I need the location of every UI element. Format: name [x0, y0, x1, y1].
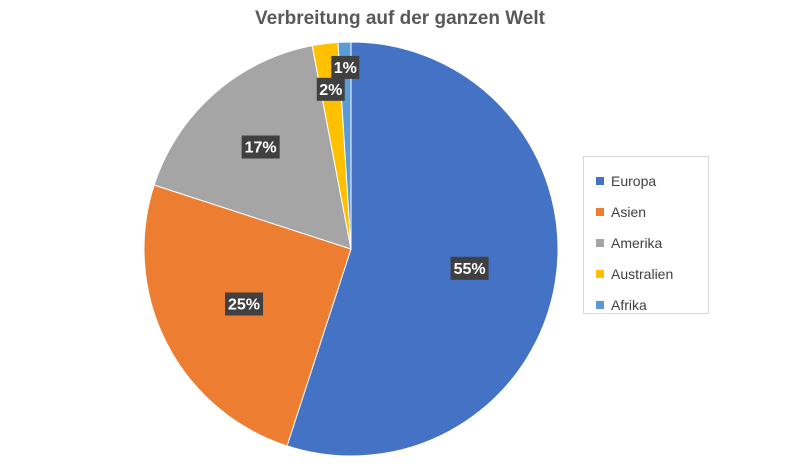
legend-label-afrika: Afrika: [611, 296, 647, 313]
legend-swatch-europa: [596, 176, 604, 185]
pie-slices: [143, 41, 559, 457]
legend-swatch-amerika: [596, 238, 604, 247]
data-label-box: [331, 55, 360, 79]
legend-label-europa: Europa: [611, 172, 657, 189]
legend: Europa Asien Amerika Australien Afrika: [583, 156, 709, 314]
legend-swatch-asien: [596, 207, 604, 216]
data-label-afrika: 1%: [331, 55, 360, 79]
data-label-box: [241, 135, 280, 159]
data-label-box: [225, 292, 264, 316]
legend-item-afrika: Afrika: [596, 289, 708, 320]
legend-label-australien: Australien: [611, 265, 674, 282]
data-label-amerika: 17%: [241, 135, 280, 159]
legend-label-asien: Asien: [611, 203, 647, 220]
data-label-text: 25%: [228, 297, 260, 314]
data-label-box: [316, 77, 345, 101]
data-label-text: 1%: [334, 60, 357, 77]
legend-item-europa: Europa: [596, 165, 708, 196]
legend-item-amerika: Amerika: [596, 227, 708, 258]
data-label-europa: 55%: [450, 256, 489, 280]
chart-title: Verbreitung auf der ganzen Welt: [255, 8, 545, 29]
legend-swatch-australien: [596, 269, 604, 278]
legend-swatch-afrika: [596, 300, 604, 309]
data-label-text: 2%: [319, 82, 342, 99]
data-label-text: 17%: [245, 140, 277, 157]
pie-slice-europa: [286, 41, 559, 457]
legend-label-amerika: Amerika: [611, 234, 663, 251]
data-label-asien: 25%: [225, 292, 264, 316]
legend-item-asien: Asien: [596, 196, 708, 227]
data-label-australien: 2%: [316, 77, 345, 101]
pie-data-labels: 55% 25% 17% 2% 1%: [225, 55, 489, 316]
legend-item-australien: Australien: [596, 258, 708, 289]
data-label-box: [450, 256, 489, 280]
data-label-text: 55%: [454, 261, 486, 278]
